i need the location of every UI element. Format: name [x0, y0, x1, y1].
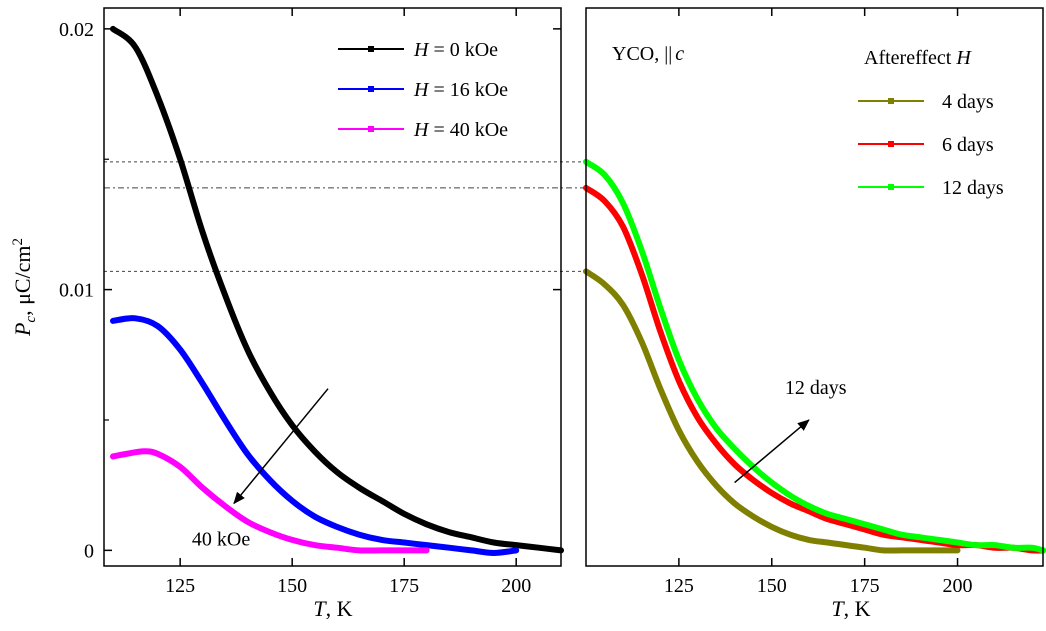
- y-tick-label: 0.02: [59, 19, 94, 41]
- right-title-axis: c: [675, 43, 684, 65]
- left-x-ticks: 125 150 175 200: [165, 8, 531, 597]
- right-x-tick-label: 150: [757, 575, 787, 597]
- left-y-ticks: 0 0.01 0.02: [59, 19, 561, 562]
- right-curves: [583, 158, 1046, 554]
- right-x-ticks: 125 150 175 200: [664, 8, 973, 597]
- right-x-tick-label: 125: [664, 575, 694, 597]
- left-legend-label-0: H = 0 kOe: [413, 39, 498, 61]
- left-series-1-line: [110, 315, 520, 557]
- left-annotation: 40 kOe: [192, 388, 329, 550]
- right-x-axis-label: T, K: [831, 596, 870, 621]
- left-legend-symbol-0: H: [413, 39, 430, 61]
- left-legend-value-0: = 0 kOe: [428, 39, 498, 61]
- right-series-0-line: [583, 268, 961, 554]
- left-x-tick-label: 125: [165, 575, 195, 597]
- y-tick-label: 0: [84, 540, 94, 562]
- left-legend-value-2: = 40 kOe: [428, 119, 508, 141]
- left-plot-frame: [103, 7, 562, 567]
- right-legend: 4 days 6 days 12 days: [858, 91, 1004, 199]
- right-panel: 125 150 175 200 4 days 6 days 12 days 12 days…: [583, 7, 1046, 621]
- right-legend-label-0: 4 days: [942, 91, 994, 113]
- left-x-axis-unit: , K: [326, 596, 353, 621]
- right-annotation: 12 days: [734, 377, 847, 484]
- y-axis-subscript: c: [23, 316, 39, 323]
- left-legend-marker-2: [368, 126, 374, 132]
- left-legend-marker-1: [368, 86, 374, 92]
- right-legend-label-1: 6 days: [942, 134, 994, 156]
- y-axis-label: Pc, μC/cm2: [10, 238, 39, 337]
- right-plot-frame: [585, 7, 1044, 567]
- y-axis-unit: , μC/cm: [10, 245, 35, 315]
- right-title-text: YCO,: [612, 43, 664, 65]
- left-series-2-line: [110, 448, 430, 554]
- right-panel-title: YCO, || c: [612, 43, 684, 65]
- left-x-tick-label: 150: [277, 575, 307, 597]
- right-x-axis-symbol: T: [831, 596, 845, 621]
- left-x-tick-label: 200: [501, 575, 531, 597]
- parallel-symbol: ||: [664, 43, 672, 65]
- left-curves: [110, 25, 564, 557]
- y-axis-superscript: 2: [10, 238, 26, 246]
- left-annotation-arrow: [233, 388, 329, 505]
- legend-title-symbol: H: [955, 47, 972, 69]
- right-annotation-arrow: [734, 419, 810, 484]
- left-legend-symbol-1: H: [413, 79, 430, 101]
- y-axis-symbol: P: [10, 323, 35, 337]
- right-x-tick-label: 175: [850, 575, 880, 597]
- right-x-axis-unit: , K: [844, 596, 871, 621]
- right-legend-marker-1: [888, 141, 894, 147]
- right-legend-title: Aftereffect H: [864, 47, 972, 69]
- left-legend-label-2: H = 40 kOe: [413, 119, 508, 141]
- left-x-axis-symbol: T: [313, 596, 327, 621]
- right-series-2-line: [583, 158, 1046, 554]
- y-tick-label: 0.01: [59, 280, 94, 302]
- left-annotation-label: 40 kOe: [192, 528, 250, 550]
- left-legend-symbol-2: H: [413, 119, 430, 141]
- right-legend-label-2: 12 days: [942, 177, 1004, 199]
- left-x-tick-label: 175: [389, 575, 419, 597]
- reference-lines: [104, 161, 586, 272]
- left-x-axis-label: T, K: [313, 596, 352, 621]
- right-annotation-label: 12 days: [785, 377, 847, 399]
- right-legend-marker-2: [888, 184, 894, 190]
- left-series-0-line: [110, 25, 564, 554]
- right-legend-marker-0: [888, 98, 894, 104]
- left-legend-label-1: H = 16 kOe: [413, 79, 508, 101]
- legend-title-text: Aftereffect: [864, 47, 956, 69]
- right-x-tick-label: 200: [943, 575, 973, 597]
- left-legend-value-1: = 16 kOe: [428, 79, 508, 101]
- left-legend-marker-0: [368, 46, 374, 52]
